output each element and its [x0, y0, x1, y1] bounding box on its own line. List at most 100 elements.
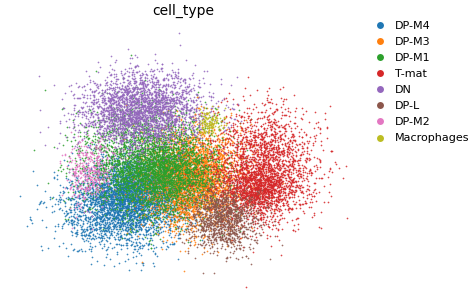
- Point: [142, 171, 149, 176]
- Point: [151, 125, 159, 130]
- Point: [77, 149, 85, 154]
- Point: [282, 113, 290, 118]
- Point: [111, 123, 118, 128]
- Point: [273, 203, 281, 208]
- Point: [136, 191, 143, 196]
- Point: [171, 162, 179, 167]
- Point: [219, 189, 226, 194]
- Point: [151, 129, 158, 134]
- Point: [161, 206, 169, 210]
- Point: [221, 190, 228, 195]
- Point: [191, 177, 199, 182]
- Point: [215, 140, 222, 144]
- Point: [119, 114, 127, 119]
- Point: [66, 166, 73, 171]
- Point: [170, 161, 178, 166]
- Point: [100, 180, 108, 185]
- Point: [143, 126, 151, 131]
- Point: [122, 177, 130, 182]
- Point: [133, 193, 141, 198]
- Point: [172, 202, 179, 207]
- Point: [232, 169, 240, 174]
- Point: [207, 179, 215, 184]
- Point: [160, 161, 167, 166]
- Point: [231, 174, 238, 179]
- Point: [169, 206, 177, 210]
- Point: [261, 189, 268, 194]
- Point: [119, 95, 127, 99]
- Point: [260, 210, 268, 215]
- Point: [170, 154, 177, 159]
- Point: [119, 165, 127, 170]
- Point: [156, 116, 164, 121]
- Point: [74, 185, 82, 190]
- Point: [167, 144, 174, 149]
- Point: [196, 142, 204, 147]
- Point: [251, 150, 259, 155]
- Point: [64, 210, 72, 215]
- Point: [103, 198, 110, 202]
- Point: [139, 113, 147, 118]
- Point: [211, 209, 219, 214]
- Point: [171, 101, 178, 105]
- Point: [118, 109, 125, 113]
- Point: [233, 195, 240, 199]
- Point: [142, 201, 150, 206]
- Point: [69, 119, 77, 124]
- Point: [266, 99, 274, 104]
- Point: [146, 158, 154, 163]
- Point: [276, 182, 283, 187]
- Point: [295, 162, 302, 167]
- Point: [140, 178, 148, 183]
- Point: [256, 213, 264, 218]
- Point: [191, 180, 199, 185]
- Point: [162, 136, 169, 141]
- Point: [139, 131, 146, 136]
- Point: [124, 189, 131, 194]
- Point: [172, 157, 180, 161]
- Point: [171, 161, 179, 166]
- Point: [264, 154, 272, 158]
- Point: [171, 181, 179, 186]
- Point: [98, 215, 106, 219]
- Point: [170, 164, 178, 169]
- Point: [56, 120, 64, 125]
- Point: [112, 182, 119, 187]
- Point: [222, 238, 230, 243]
- Point: [144, 104, 151, 109]
- Point: [152, 224, 159, 229]
- Point: [161, 146, 168, 150]
- Point: [90, 236, 98, 241]
- Point: [189, 213, 196, 218]
- Point: [129, 157, 137, 161]
- Point: [171, 129, 179, 134]
- Point: [225, 136, 232, 141]
- Point: [166, 110, 173, 115]
- Point: [109, 150, 117, 154]
- Point: [198, 172, 206, 177]
- Point: [126, 211, 133, 216]
- Point: [115, 201, 122, 206]
- Point: [102, 185, 109, 190]
- Point: [203, 216, 211, 220]
- Point: [146, 157, 154, 161]
- Point: [156, 161, 164, 166]
- Point: [258, 184, 265, 188]
- Point: [283, 194, 290, 199]
- Point: [135, 148, 142, 153]
- Point: [170, 153, 178, 158]
- Point: [129, 126, 137, 130]
- Point: [139, 180, 147, 185]
- Point: [133, 96, 140, 101]
- Point: [132, 161, 139, 166]
- Point: [237, 113, 245, 118]
- Point: [140, 168, 148, 173]
- Point: [115, 171, 123, 175]
- Point: [264, 162, 272, 167]
- Point: [243, 196, 250, 201]
- Point: [193, 221, 201, 226]
- Point: [203, 165, 211, 170]
- Point: [158, 116, 166, 121]
- Point: [115, 261, 122, 266]
- Point: [216, 167, 224, 172]
